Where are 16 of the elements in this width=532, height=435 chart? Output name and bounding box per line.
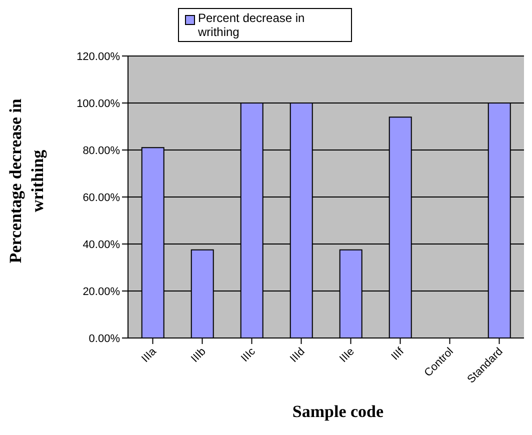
x-tick-label: IIId	[288, 346, 308, 365]
x-tick-label: IIIc	[239, 345, 258, 364]
x-tick-label: IIIa	[140, 345, 160, 365]
y-tick-label: 0.00%	[88, 332, 120, 345]
y-tick-label: 20.00%	[82, 286, 120, 298]
y-tick-label: 40.00%	[82, 238, 120, 251]
y-tick-label: 120.00%	[76, 50, 120, 63]
x-axis-title: Sample code	[291, 402, 385, 422]
x-tick-label: IIIe	[338, 346, 357, 365]
y-axis-title: Percentage decrease in writhing	[5, 98, 48, 266]
y-tick-label: 60.00%	[82, 192, 120, 204]
x-tick-label: IIIf	[389, 344, 408, 363]
legend-label: Percent decrease in writhing	[198, 11, 306, 39]
y-tick-label: 100.00%	[76, 98, 120, 110]
x-tick-label: IIIb	[189, 346, 208, 365]
y-tick-label: 80.00%	[82, 144, 120, 157]
